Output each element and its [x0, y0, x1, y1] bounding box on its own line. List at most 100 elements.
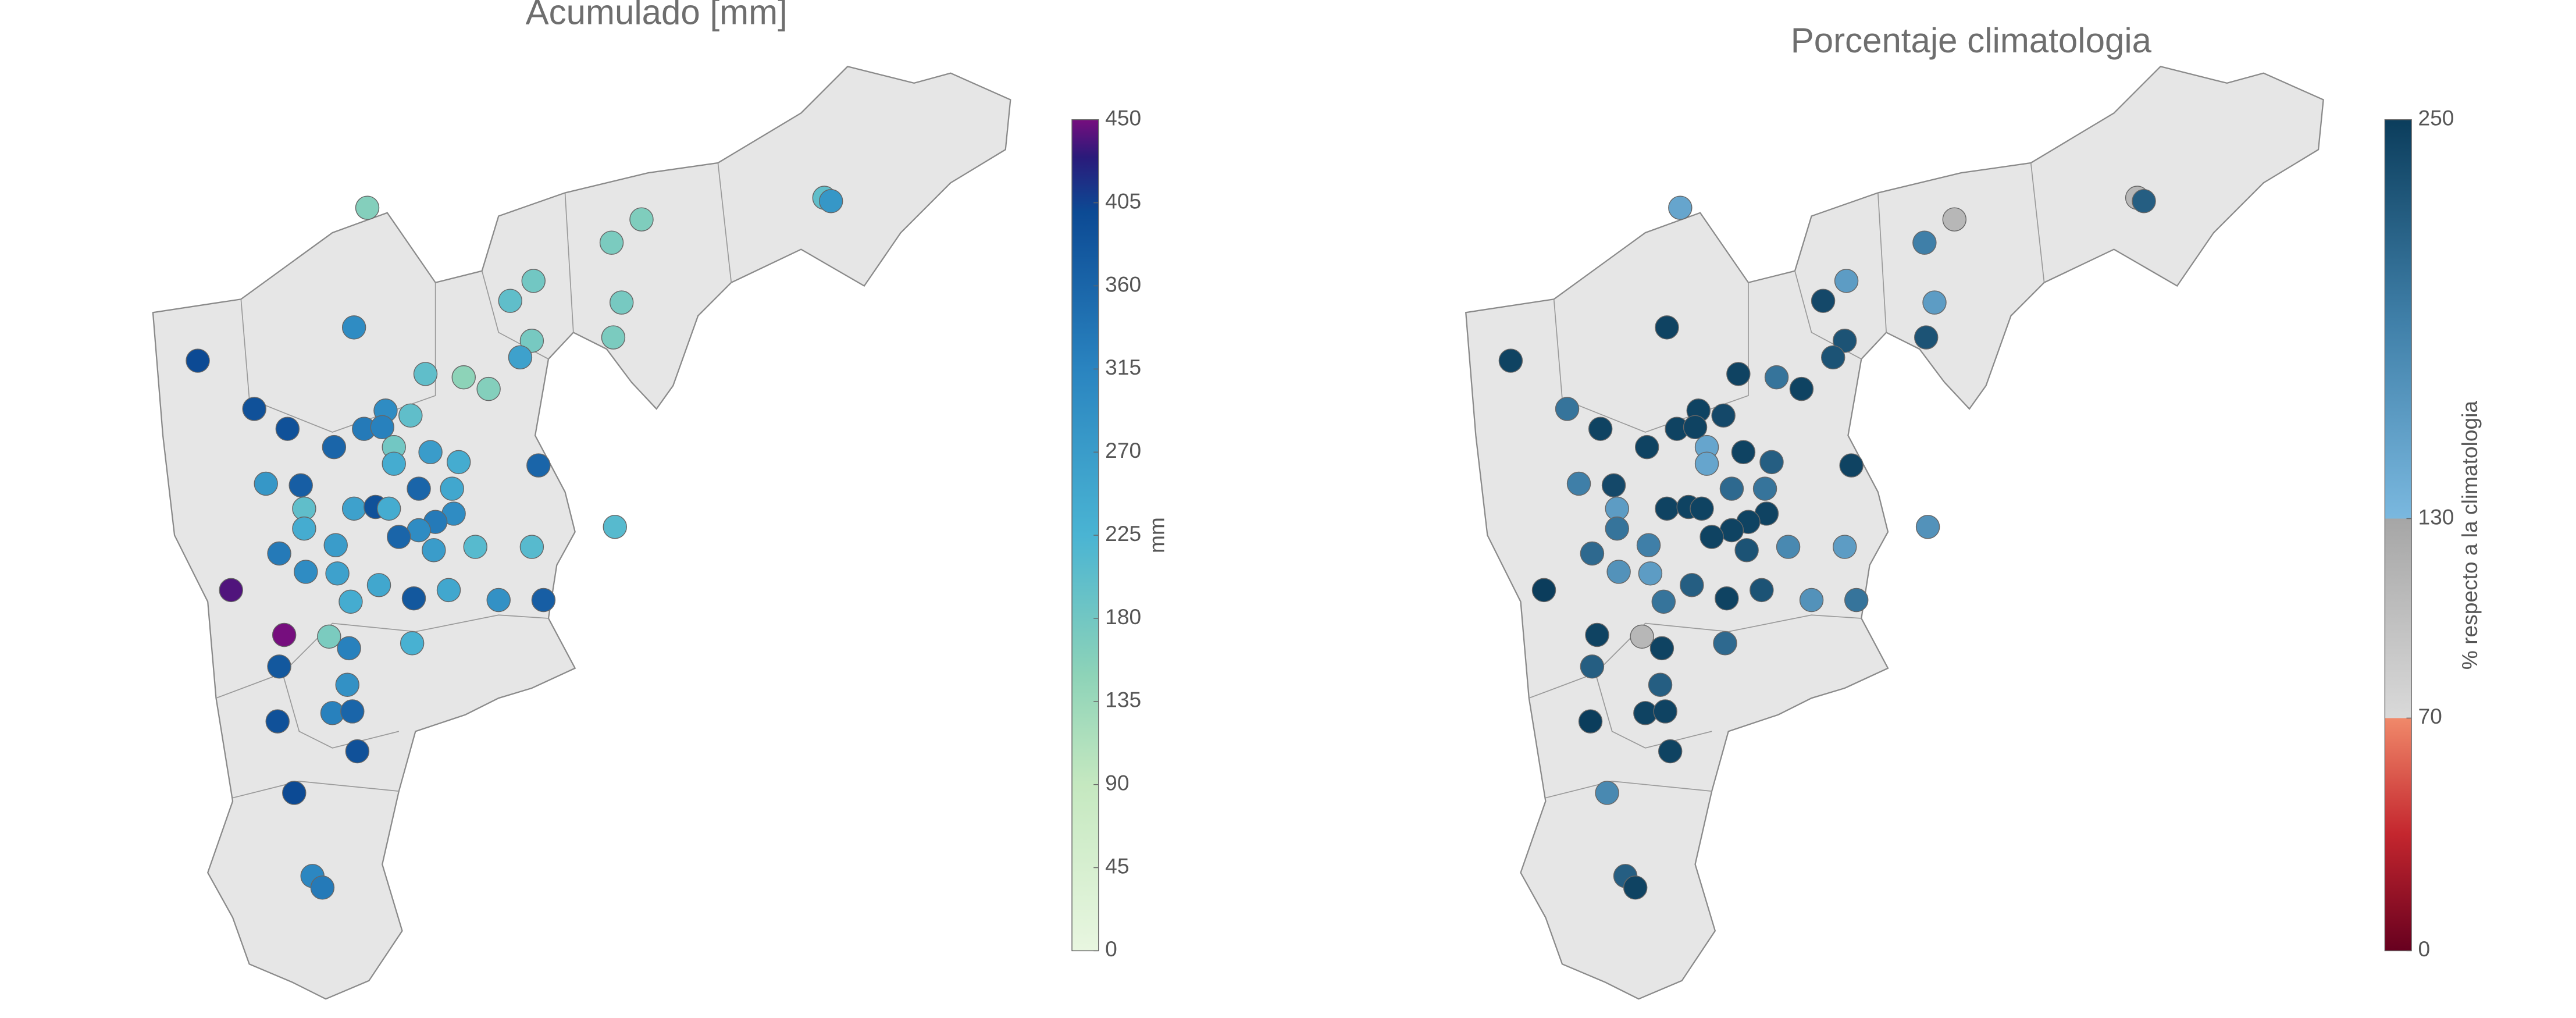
station: [339, 589, 363, 614]
station: [1750, 578, 1774, 603]
station: [345, 739, 370, 764]
station: [1683, 415, 1708, 440]
panel: Acumulado [mm] 0 45 90 135 180 225 270 315 360 40…: [152, 0, 1168, 1000]
colorbar-tick-label: 405: [1105, 188, 1141, 213]
station: [463, 535, 487, 559]
colorbar-tick-label: 45: [1105, 853, 1129, 878]
station: [1914, 325, 1939, 350]
region-border: [564, 193, 574, 333]
station: [1649, 636, 1674, 661]
station: [629, 207, 654, 232]
station: [599, 230, 624, 255]
station: [398, 403, 423, 428]
region-border: [1877, 193, 1887, 333]
station: [1588, 417, 1613, 441]
station: [531, 588, 556, 613]
region-border: [2030, 162, 2045, 283]
station: [288, 473, 313, 498]
station: [1653, 699, 1677, 724]
station: [1690, 496, 1714, 521]
station: [1844, 588, 1869, 613]
region-border: [232, 781, 399, 799]
station: [370, 415, 394, 440]
station: [1839, 453, 1864, 478]
station: [436, 578, 461, 603]
station: [1922, 290, 1947, 315]
station: [519, 535, 544, 559]
colorbar: [2384, 119, 2412, 952]
station: [401, 586, 426, 611]
station: [451, 365, 476, 390]
station: [603, 515, 627, 539]
station: [609, 290, 634, 315]
panel: Porcentaje climatologia 0 70 130 250 % respe…: [1465, 21, 2482, 1000]
station: [341, 496, 366, 521]
station: [267, 541, 291, 566]
station: [422, 538, 446, 563]
station: [1606, 560, 1631, 584]
colorbar-tick-label: 450: [1105, 106, 1141, 130]
colorbar-tick-label: 130: [2418, 504, 2454, 529]
station: [292, 516, 316, 541]
chart-title: Porcentaje climatologia: [1791, 21, 2152, 60]
station: [1699, 525, 1724, 549]
station: [219, 578, 243, 603]
station: [1636, 533, 1661, 557]
station: [1585, 622, 1609, 647]
station: [2132, 189, 2156, 213]
station: [526, 453, 551, 478]
station: [1638, 561, 1663, 586]
station: [265, 709, 290, 734]
station: [1912, 230, 1937, 255]
station: [1630, 624, 1654, 649]
station: [242, 397, 266, 421]
station: [418, 440, 443, 464]
station: [407, 476, 431, 501]
chart-title: Acumulado [mm]: [526, 0, 788, 32]
colorbar-tick-label: 90: [1105, 770, 1129, 795]
station: [272, 622, 297, 647]
station: [476, 376, 501, 401]
station: [1715, 586, 1739, 611]
station: [275, 417, 300, 441]
station: [601, 325, 626, 350]
station: [366, 573, 391, 597]
station: [1734, 538, 1759, 563]
station: [1578, 709, 1603, 734]
station: [1580, 654, 1605, 679]
region-border: [1553, 282, 1749, 433]
station: [1680, 573, 1704, 597]
station: [508, 345, 533, 370]
colorbar-tick-label: 70: [2418, 704, 2442, 728]
region: [1465, 66, 2324, 1000]
station: [1811, 289, 1836, 313]
station: [1915, 515, 1940, 539]
station: [521, 269, 546, 293]
station: [267, 654, 291, 679]
colorbar-tick-label: 225: [1105, 521, 1141, 546]
station: [1648, 672, 1673, 697]
station: [400, 631, 425, 656]
station: [1605, 516, 1629, 541]
station: [1651, 589, 1676, 614]
station: [1655, 315, 1679, 340]
station: [317, 624, 341, 649]
station: [1658, 739, 1683, 764]
station: [340, 699, 365, 724]
region-border: [216, 614, 549, 699]
station: [1498, 348, 1523, 373]
station: [413, 362, 438, 386]
station: [1580, 541, 1605, 566]
colorbar-tick-label: 180: [1105, 604, 1141, 629]
colorbar-tick-label: 360: [1105, 272, 1141, 296]
station: [337, 636, 361, 661]
station: [254, 471, 278, 496]
station: [440, 476, 464, 501]
station: [1833, 535, 1857, 559]
station: [1719, 476, 1744, 501]
station: [1694, 451, 1719, 476]
station: [1942, 207, 1967, 232]
station: [498, 289, 522, 313]
station: [186, 348, 210, 373]
